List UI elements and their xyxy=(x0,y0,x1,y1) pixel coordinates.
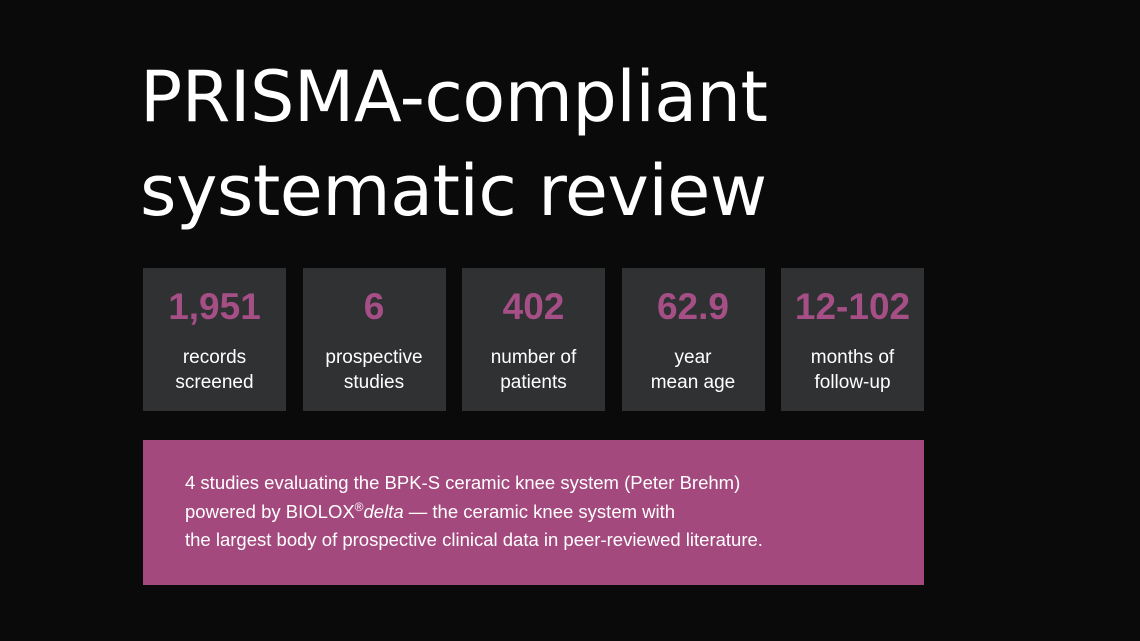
callout-line-2-suffix: — the ceramic knee system with xyxy=(403,500,676,522)
stat-mean-age: 62.9 year mean age xyxy=(621,268,765,411)
callout-line-1: 4 studies evaluating the BPK-S ceramic k… xyxy=(185,472,741,493)
callout-line-2-prefix: powered by BIOLOX xyxy=(185,500,355,522)
stat-value: 402 xyxy=(502,286,565,327)
stat-label-line: mean age xyxy=(650,372,736,393)
stat-label-line: records xyxy=(182,347,247,368)
stat-label-line: patients xyxy=(500,372,567,393)
stat-label-line: screened xyxy=(175,372,254,393)
callout-line-3: the largest body of prospective clinical… xyxy=(185,529,763,550)
stat-value: 1,951 xyxy=(168,286,261,327)
title-line-2: systematic review xyxy=(140,150,767,232)
stat-value: 12-102 xyxy=(794,286,911,327)
stat-label-line: studies xyxy=(343,372,405,393)
stat-value: 62.9 xyxy=(656,286,729,327)
stats-row: 1,951 records screened 6 prospective stu… xyxy=(143,268,924,411)
stat-label-line: prospective xyxy=(325,347,423,368)
stat-label: number of patients xyxy=(462,345,605,395)
brand-delta: delta xyxy=(363,500,404,522)
stat-follow-up: 12-102 months of follow-up xyxy=(781,268,924,411)
stat-label: prospective studies xyxy=(303,345,446,395)
stat-label-line: number of xyxy=(490,347,577,368)
callout-line-2: powered by BIOLOX®delta — the ceramic kn… xyxy=(185,498,924,527)
stat-number-of-patients: 402 number of patients xyxy=(462,268,605,411)
page-title: PRISMA-compliant systematic review xyxy=(140,50,1020,238)
registered-mark: ® xyxy=(354,499,364,514)
stat-value: 6 xyxy=(363,286,385,327)
stat-label-line: months of xyxy=(810,347,895,368)
stat-label: year mean age xyxy=(622,345,765,395)
summary-callout: 4 studies evaluating the BPK-S ceramic k… xyxy=(143,440,924,585)
stat-label: months of follow-up xyxy=(781,345,924,395)
stat-label: records screened xyxy=(143,345,286,395)
stat-label-line: year xyxy=(674,347,712,368)
stat-label-line: follow-up xyxy=(814,372,891,393)
stat-prospective-studies: 6 prospective studies xyxy=(302,268,446,411)
stat-records-screened: 1,951 records screened xyxy=(143,268,286,411)
title-line-1: PRISMA-compliant xyxy=(140,56,768,138)
